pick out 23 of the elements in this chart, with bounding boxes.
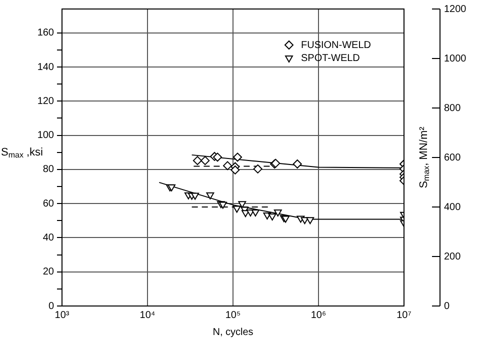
y2-axis-title: Smax, MN/m² xyxy=(418,126,432,188)
x-tick-label: 10⁵ xyxy=(225,310,241,321)
y2-tick-label: 1000 xyxy=(444,53,467,64)
y-tick-label: 80 xyxy=(42,164,54,176)
x-tick-label: 10⁴ xyxy=(140,310,156,321)
x-axis-title: N, cycles xyxy=(212,326,254,338)
x-tick-label: 10⁷ xyxy=(396,310,412,321)
y-tick-label: 20 xyxy=(42,266,54,278)
x-tick-label: 10³ xyxy=(54,310,70,321)
y-tick-label: 60 xyxy=(42,198,54,210)
y2-tick-label: 200 xyxy=(444,251,462,262)
y-tick-label: 140 xyxy=(37,62,54,73)
y2-tick-label: 1200 xyxy=(444,4,467,15)
y-tick-label: 160 xyxy=(37,28,54,39)
y-tick-label: 0 xyxy=(48,300,54,312)
y-tick-label: 120 xyxy=(37,96,54,107)
y2-tick-label: 0 xyxy=(444,300,450,312)
y2-tick-label: 600 xyxy=(444,152,462,164)
y-tick-label: 100 xyxy=(37,130,54,142)
y-tick-label: 40 xyxy=(42,232,54,244)
y2-tick-label: 400 xyxy=(444,202,462,213)
y2-tick-label: 800 xyxy=(444,102,462,114)
x-tick-label: 10⁶ xyxy=(310,310,326,321)
